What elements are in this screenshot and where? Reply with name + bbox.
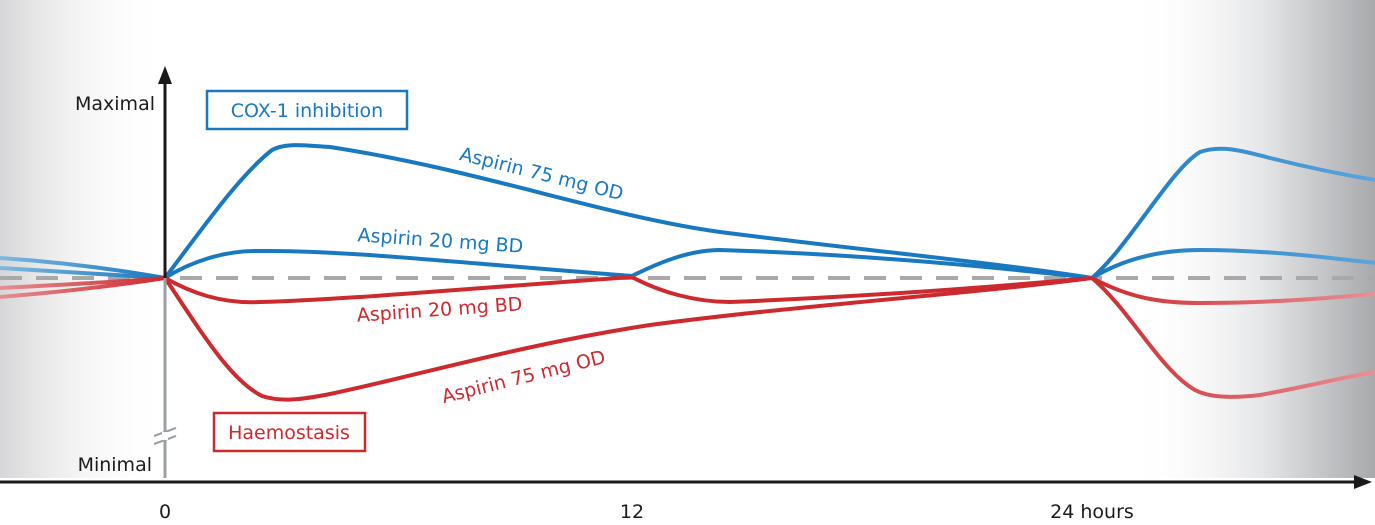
right-shade bbox=[1130, 0, 1375, 478]
left-shade bbox=[0, 0, 165, 478]
curve-label-haem-20mg-bd: Aspirin 20 mg BD bbox=[356, 293, 523, 327]
y-axis-bottom-label: Minimal bbox=[78, 454, 152, 476]
cox-legend-box bbox=[205, 89, 409, 131]
x-tick-24-hours: 24 hours bbox=[1050, 501, 1134, 523]
curve-haem-75mg-od-next bbox=[1090, 276, 1375, 399]
left-tail-haem-lower bbox=[0, 276, 166, 299]
curve-cox-20mg-bd-next bbox=[1090, 247, 1375, 280]
curve-haem-20mg-bd-second bbox=[631, 275, 1093, 305]
curve-cox-75mg-od-next bbox=[1090, 146, 1375, 280]
curve-cox-75mg-od bbox=[163, 143, 1093, 280]
cox-legend-label: COX-1 inhibition bbox=[231, 100, 383, 122]
y-axis-top-label: Maximal bbox=[75, 93, 155, 115]
y-axis-break-gap bbox=[162, 432, 168, 440]
curve-cox-20mg-bd-second bbox=[631, 247, 1093, 280]
curve-label-cox-20mg-bd: Aspirin 20 mg BD bbox=[357, 224, 524, 258]
curve-label-cox-75mg-od: Aspirin 75 mg OD bbox=[457, 143, 625, 205]
curve-label-haem-75mg-od: Aspirin 75 mg OD bbox=[439, 346, 607, 408]
y-axis-arrowhead bbox=[158, 66, 172, 84]
curve-haem-20mg-bd-next bbox=[1091, 276, 1375, 306]
curve-haem-75mg-od bbox=[163, 276, 1093, 402]
curve-haem-20mg-bd bbox=[164, 275, 633, 305]
x-tick-12: 12 bbox=[620, 501, 644, 523]
x-tick-0: 0 bbox=[159, 501, 171, 523]
curve-cox-20mg-bd bbox=[163, 248, 633, 280]
left-tail-cox-lower bbox=[0, 266, 166, 280]
x-axis-arrowhead bbox=[1354, 475, 1372, 489]
haemostasis-legend-label: Haemostasis bbox=[228, 422, 350, 444]
haemostasis-legend-box bbox=[212, 411, 367, 453]
